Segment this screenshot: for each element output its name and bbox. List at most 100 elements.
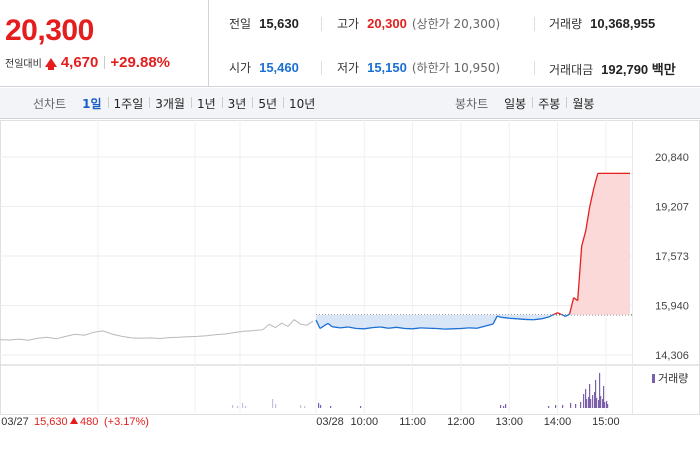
price-line-segment	[340, 326, 349, 329]
stat-value: 15,460	[259, 60, 299, 75]
price-line-segment	[315, 319, 321, 329]
price-line-segment	[557, 312, 562, 316]
arrow-up-icon	[70, 417, 78, 424]
volume-bar	[272, 399, 274, 408]
price-line-segment	[327, 322, 333, 328]
price-line-segment	[573, 297, 579, 302]
prev-day-line	[0, 319, 314, 341]
divider	[534, 61, 535, 75]
period-1y-button[interactable]: 1년	[190, 95, 222, 112]
volume-bar	[602, 399, 604, 408]
volume-bar	[590, 399, 592, 408]
stat-value: 20,300	[367, 16, 407, 31]
below-reference-fill	[316, 314, 569, 330]
price-line-segment	[492, 315, 498, 325]
divider	[321, 61, 322, 75]
stat-label: 거래대금	[549, 63, 594, 77]
price-line-segment	[585, 206, 591, 232]
volume-bar	[500, 405, 502, 408]
volume-bar	[505, 404, 507, 408]
stat-sub: (하한가 10,950)	[411, 61, 501, 75]
price-line-segment	[533, 318, 542, 321]
stat-open: 시가 15,460	[229, 59, 299, 76]
price-line-segment	[565, 313, 570, 317]
price-line-segment	[380, 326, 389, 329]
stat-label: 전일	[229, 17, 252, 31]
stat-label: 거래량	[549, 17, 583, 31]
volume-bar	[600, 396, 602, 408]
volume-bar	[583, 394, 585, 408]
x-tick-label: 03/27	[1, 416, 29, 428]
volume-bar	[237, 406, 239, 408]
current-price: 20,300	[5, 14, 94, 47]
price-line-segment	[553, 312, 558, 316]
price-line-segment	[589, 188, 595, 207]
change-rate: +29.88%	[110, 54, 170, 71]
volume-bar	[245, 406, 247, 408]
stat-prev-close: 전일 15,630	[229, 15, 299, 32]
divider	[534, 17, 535, 31]
stat-value: 192,790 백만	[601, 62, 676, 77]
chart-toolbar: 선차트 1일 1주일 3개월 1년 3년 5년 10년 봉차트 일봉 주봉 월봉	[0, 88, 700, 119]
y-tick-label: 19,207	[655, 202, 689, 214]
price-line-segment	[332, 326, 341, 329]
volume-bar	[548, 406, 550, 408]
divider	[104, 56, 106, 69]
prev-change-label: 480	[80, 416, 98, 428]
change-row: 전일대비 4,670 +29.88%	[5, 54, 170, 71]
volume-bar	[503, 406, 505, 408]
period-3m-button[interactable]: 3개월	[149, 95, 191, 112]
x-tick-label: 14:00	[544, 416, 572, 428]
stat-value: 15,150	[367, 60, 407, 75]
volume-bar	[300, 405, 302, 408]
volume-legend-label: 거래량	[658, 372, 688, 385]
stat-value: 15,630	[259, 16, 299, 31]
y-tick-label: 14,306	[655, 350, 689, 362]
quote-header: 20,300 전일대비 4,670 +29.88% 전일 15,630 고가 2…	[0, 0, 700, 87]
price-line-segment	[476, 325, 486, 329]
stat-high: 고가 20,300 (상한가 20,300)	[337, 15, 500, 32]
volume-bar	[555, 405, 557, 408]
period-3y-button[interactable]: 3년	[221, 95, 253, 112]
price-line-segment	[581, 230, 587, 247]
volume-bar	[242, 403, 244, 408]
price-line-segment	[460, 327, 470, 330]
volume-legend-swatch	[652, 374, 655, 383]
candle-weekly-button[interactable]: 주봉	[532, 95, 566, 112]
candle-monthly-button[interactable]: 월봉	[566, 95, 600, 112]
price-line-segment	[577, 246, 583, 301]
candle-daily-button[interactable]: 일봉	[504, 97, 527, 111]
divider	[321, 17, 322, 31]
candle-chart-label: 봉차트	[455, 97, 489, 111]
stat-label: 저가	[337, 61, 360, 75]
price-line-segment	[517, 318, 526, 321]
volume-bar	[318, 403, 320, 408]
volume-bar	[275, 404, 277, 408]
period-5y-button[interactable]: 5년	[252, 95, 283, 112]
price-line-segment	[509, 317, 518, 320]
prev-rate-label: (+3.17%)	[104, 416, 149, 428]
y-tick-label: 17,573	[655, 251, 689, 263]
price-line-segment	[436, 327, 445, 330]
stat-low: 저가 15,150 (하한가 10,950)	[337, 59, 500, 76]
volume-bar	[585, 389, 587, 408]
price-line-segment	[501, 316, 510, 319]
volume-bar	[592, 395, 594, 408]
price-chart-svg: 20,840 19,207 17,573 15,940 14,306 거래량 03/27 15…	[0, 120, 700, 428]
quote-stats: 전일 15,630 고가 20,300 (상한가 20,300) 거래량 10,…	[208, 0, 700, 87]
x-tick-label: 13:00	[495, 416, 523, 428]
period-1w-button[interactable]: 1주일	[107, 95, 150, 112]
volume-bar	[606, 401, 608, 408]
period-10y-button[interactable]: 10년	[283, 95, 321, 112]
price-summary: 20,300 전일대비 4,670 +29.88%	[0, 0, 208, 87]
stat-value: 10,368,955	[590, 16, 656, 31]
period-1d-button[interactable]: 1일	[82, 97, 102, 111]
volume-bar	[595, 380, 597, 408]
price-line-segment	[348, 326, 357, 330]
price-line-segment	[484, 323, 494, 327]
x-tick-label: 15:00	[592, 416, 620, 428]
volume-bar	[360, 406, 362, 408]
price-line-segment	[388, 326, 397, 329]
price-line-segment	[412, 327, 421, 330]
stat-volume: 거래량 10,368,955	[549, 15, 655, 32]
